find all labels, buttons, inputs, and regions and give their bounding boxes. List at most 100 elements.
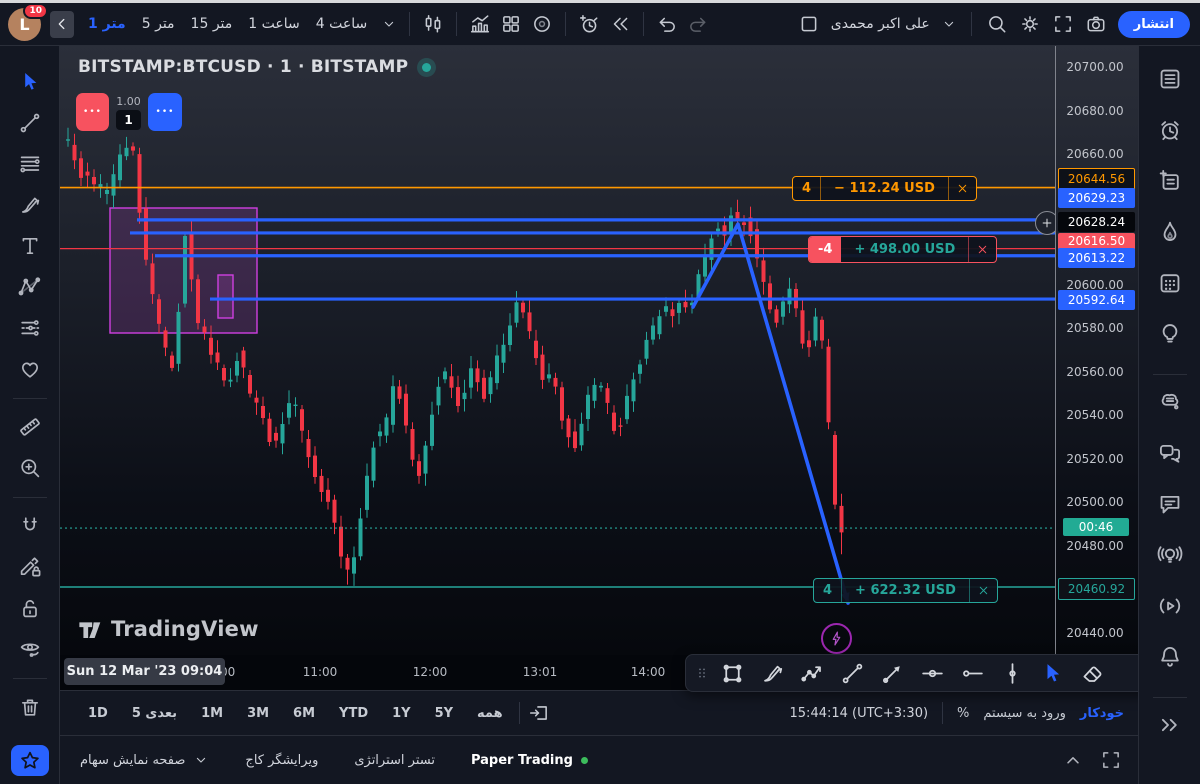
collapse-toolbar-button[interactable]: [50, 10, 74, 38]
watchlist-button[interactable]: [1152, 65, 1188, 93]
layout-square-icon[interactable]: [798, 13, 820, 35]
brush-button[interactable]: [13, 190, 47, 220]
chart-pane[interactable]: BITSTAMP:BTCUSD · 1 · BITSTAMP ••• 1.00 …: [60, 45, 1055, 655]
sell-button[interactable]: •••: [76, 93, 109, 131]
buy-button[interactable]: •••: [148, 93, 182, 131]
undo-icon[interactable]: [656, 13, 678, 35]
position-tool-button[interactable]: [13, 313, 47, 343]
percent-scale-button[interactable]: %: [957, 705, 970, 721]
range-button-6[interactable]: 1Y: [392, 705, 411, 721]
brush-button[interactable]: [752, 657, 792, 689]
expand-panel-icon[interactable]: [1062, 749, 1084, 771]
instant-order-lightning-button[interactable]: [821, 623, 852, 654]
search-icon[interactable]: [986, 13, 1008, 35]
templates-icon[interactable]: [531, 13, 553, 35]
indicators-icon[interactable]: [469, 13, 491, 35]
log-scale-button[interactable]: ورود به سیستم: [983, 705, 1066, 721]
range-button-0[interactable]: 1D: [88, 705, 108, 721]
range-button-2[interactable]: 1M: [201, 705, 224, 721]
bar-replay-icon[interactable]: [609, 13, 631, 35]
double-chevron-button[interactable]: [1152, 711, 1188, 739]
close-position-button[interactable]: [970, 579, 997, 602]
hray-button[interactable]: [952, 657, 992, 689]
chevron-down-icon[interactable]: [381, 16, 397, 32]
lock-open-button[interactable]: [13, 593, 47, 623]
journal-plus-button[interactable]: [1152, 167, 1188, 195]
price-axis[interactable]: 20700.00 20680.00 20660.00 20600.00 20580.00…: [1055, 45, 1138, 655]
price-tick: 20560.00: [1066, 364, 1124, 379]
bell-button[interactable]: [1152, 643, 1188, 671]
layout-grid-icon[interactable]: [500, 13, 522, 35]
ruler-button[interactable]: [13, 412, 47, 442]
tab-paper-trading[interactable]: Paper Trading: [471, 753, 588, 768]
bulb-button[interactable]: [1152, 320, 1188, 348]
pencil-lock-button[interactable]: [13, 552, 47, 582]
publish-button[interactable]: انتشار: [1117, 10, 1190, 38]
goto-date-icon[interactable]: [528, 702, 550, 724]
timeframe-button-4[interactable]: ساعت 4: [315, 16, 368, 32]
redo-icon[interactable]: [687, 13, 709, 35]
favorites-star-button[interactable]: [10, 745, 49, 776]
timeframe-button-3[interactable]: ساعت 1: [248, 16, 300, 32]
tab-strategy-tester[interactable]: تستر استراتژی: [354, 753, 435, 768]
clock[interactable]: 15:44:14 (UTC+3:30): [789, 705, 929, 721]
cross-line-button[interactable]: [912, 657, 952, 689]
zoom-in-button[interactable]: [13, 453, 47, 483]
text-tool-button[interactable]: [13, 231, 47, 261]
vline-button[interactable]: [992, 657, 1032, 689]
position-flag-limit[interactable]: 4 − 112.24 USD: [792, 176, 977, 201]
camera-icon[interactable]: [1085, 13, 1107, 35]
create-alert-icon[interactable]: [578, 13, 600, 35]
add-order-plus-button[interactable]: [1035, 211, 1055, 235]
quantity-stepper[interactable]: 1: [116, 109, 141, 130]
trend-line-button[interactable]: [832, 657, 872, 689]
time-axis[interactable]: Sun 12 Mar '23 09:04 10:0011:0012:0013:0…: [60, 655, 1138, 690]
timeframe-button-0[interactable]: متر 1: [88, 16, 126, 32]
range-button-7[interactable]: 5Y: [434, 705, 454, 721]
tab-pine-editor[interactable]: ویرایشگر کاج: [245, 753, 318, 768]
thought-button[interactable]: [1152, 388, 1188, 416]
range-button-4[interactable]: 6M: [293, 705, 316, 721]
range-button-3[interactable]: 3M: [247, 705, 270, 721]
chart-type-candles-icon[interactable]: [422, 13, 444, 35]
cursor-button[interactable]: [1032, 657, 1072, 689]
avatar[interactable]: L 10: [8, 2, 48, 41]
fullscreen-icon[interactable]: [1052, 13, 1074, 35]
eraser-button[interactable]: [1072, 657, 1112, 689]
hide-drawings-button[interactable]: [13, 634, 47, 664]
arrow-tool-button[interactable]: [872, 657, 912, 689]
position-flag-short[interactable]: -4 + 498.00 USD: [808, 236, 998, 263]
timeframe-button-2[interactable]: متر 15: [190, 16, 233, 32]
polyline-arrow-button[interactable]: [792, 657, 832, 689]
range-button-8[interactable]: همه: [477, 705, 503, 721]
gear-icon[interactable]: [1019, 13, 1041, 35]
chevron-down-icon[interactable]: [941, 16, 957, 32]
alarm-button[interactable]: [1152, 116, 1188, 144]
drag-handle[interactable]: [692, 657, 712, 689]
chat-button[interactable]: [1152, 490, 1188, 518]
timeframe-button-1[interactable]: متر 5: [141, 16, 175, 32]
trash-button[interactable]: [13, 692, 47, 722]
auto-scale-button[interactable]: خودکار: [1079, 705, 1124, 721]
flame-button[interactable]: [1152, 218, 1188, 246]
xabcd-button[interactable]: [13, 272, 47, 302]
symbol-title-text[interactable]: BITSTAMP:BTCUSD · 1 · BITSTAMP: [78, 57, 409, 77]
maximize-panel-icon[interactable]: [1100, 749, 1122, 771]
bulb-rays-button[interactable]: [1152, 541, 1188, 569]
cursor-button[interactable]: [13, 67, 47, 97]
fib-retracement-button[interactable]: [13, 149, 47, 179]
close-position-button[interactable]: [969, 237, 996, 262]
range-button-1[interactable]: 5 بعدی: [131, 705, 178, 721]
position-flag-take-profit[interactable]: 4 + 622.32 USD: [813, 578, 998, 603]
calendar-button[interactable]: [1152, 269, 1188, 297]
range-button-5[interactable]: YTD: [339, 705, 369, 721]
chat-people-button[interactable]: [1152, 439, 1188, 467]
tab-stock-screener[interactable]: صفحه نمایش سهام: [80, 752, 209, 768]
trend-line-button[interactable]: [13, 108, 47, 138]
magnet-button[interactable]: [13, 511, 47, 541]
layout-name[interactable]: علی اکبر محمدی: [830, 16, 930, 32]
stream-play-button[interactable]: [1152, 592, 1188, 620]
heart-button[interactable]: [13, 354, 47, 384]
close-position-button[interactable]: [949, 177, 976, 200]
rect-tool-button[interactable]: [712, 657, 752, 689]
